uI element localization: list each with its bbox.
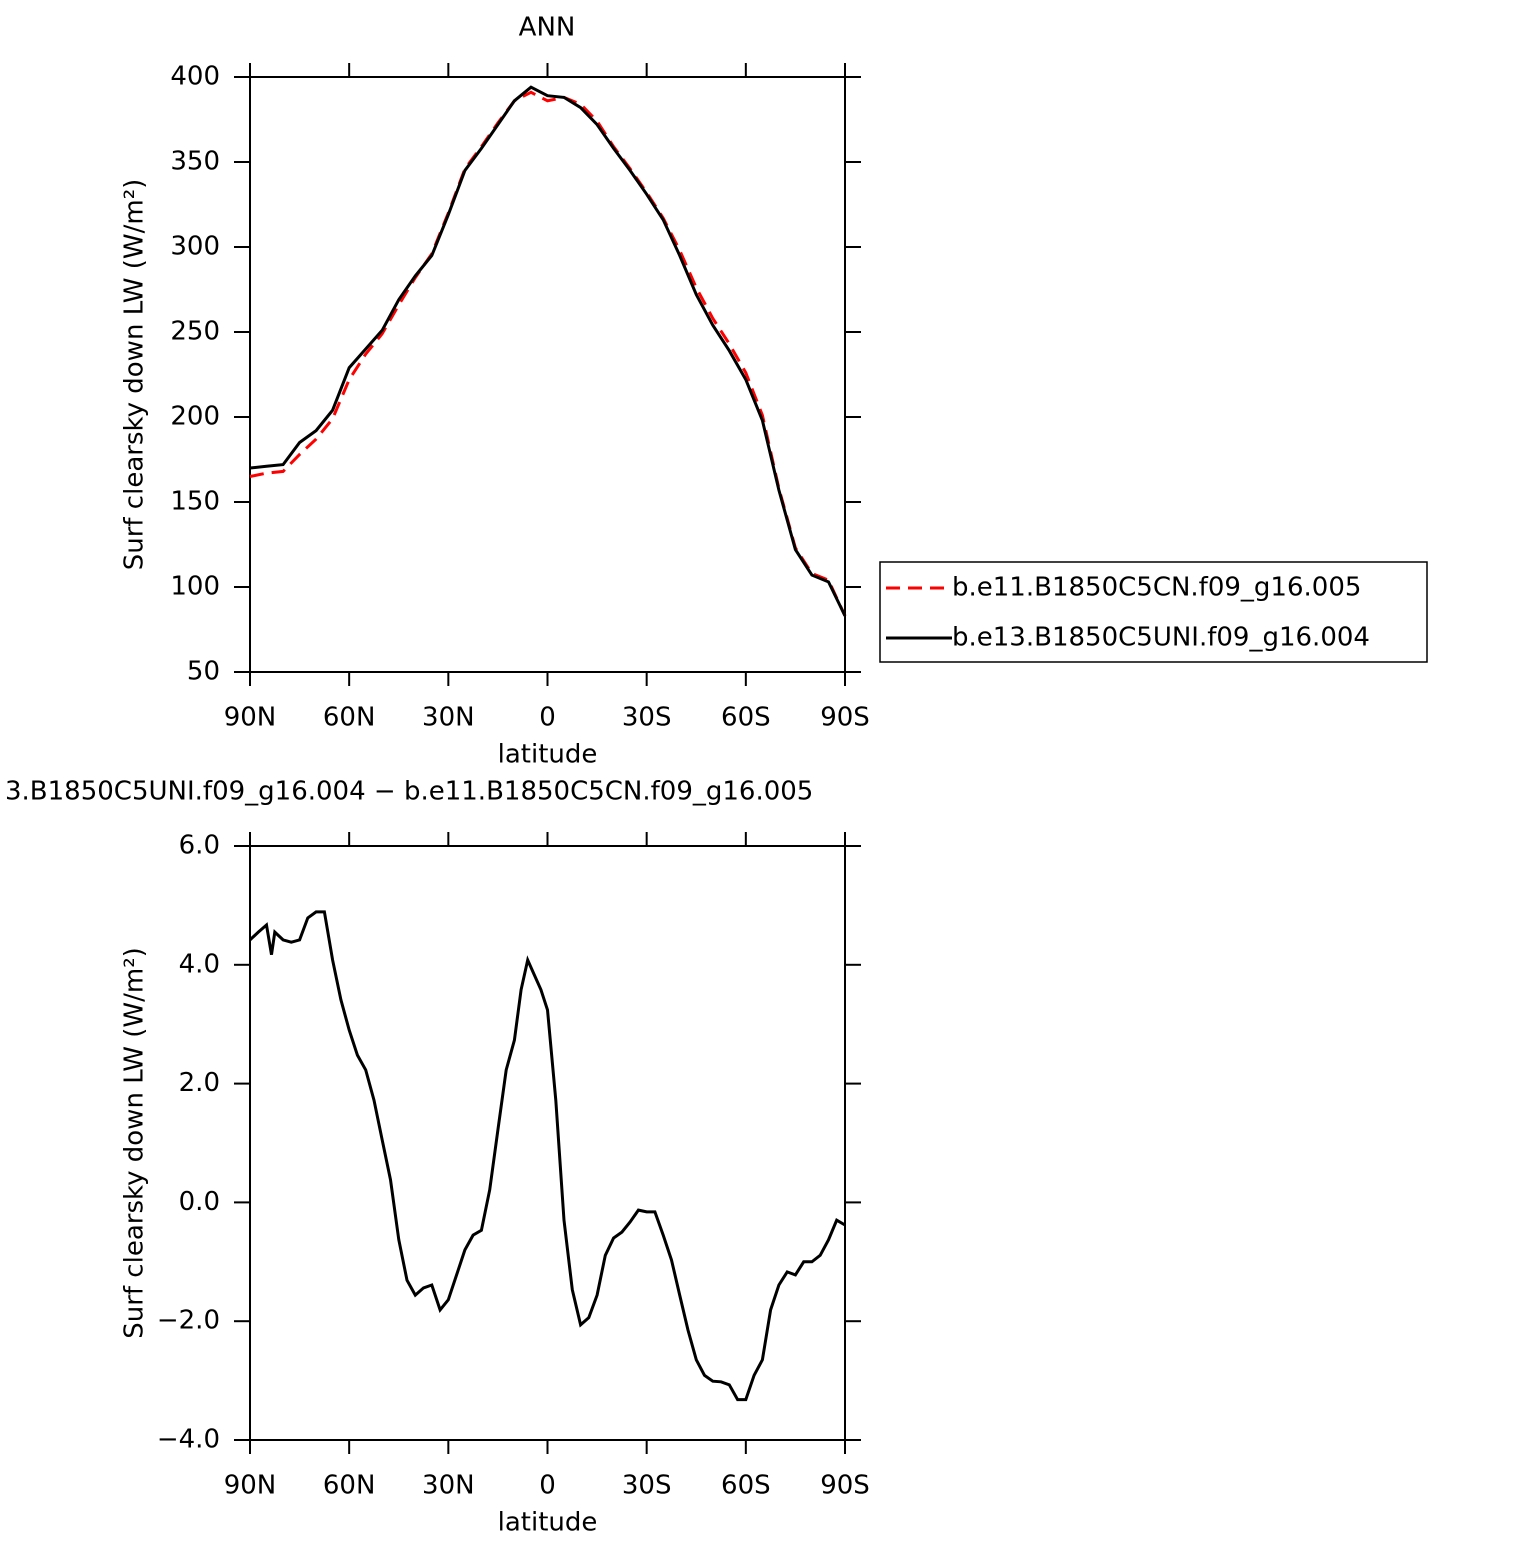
x-tick-label: 30N — [422, 703, 475, 733]
plot-frame — [249, 76, 846, 673]
chart-title: 3.B1850C5UNI.f09_g16.004 − b.e11.B1850C5… — [5, 777, 813, 807]
data-line — [249, 85, 847, 617]
x-tick-label: 90S — [820, 703, 870, 733]
y-tick-label: 2.0 — [179, 1068, 220, 1098]
x-tick-label: 30S — [622, 703, 672, 733]
y-tick-label: 400 — [170, 62, 220, 92]
y-tick-label: 350 — [170, 147, 220, 177]
x-axis-label: latitude — [498, 740, 598, 770]
x-tick-label: 60N — [323, 703, 376, 733]
x-tick-label: 0 — [539, 703, 556, 733]
y-tick-label: 250 — [170, 317, 220, 347]
x-tick-label: 60S — [721, 703, 771, 733]
legend-label: b.e11.B1850C5CN.f09_g16.005 — [952, 573, 1361, 603]
x-tick-label: 90N — [224, 1471, 277, 1501]
y-tick-label: 150 — [170, 487, 220, 517]
y-tick-label: 50 — [187, 657, 220, 687]
y-tick-label: −2.0 — [157, 1306, 220, 1336]
y-axis-label: Surf clearsky down LW (W/m²) — [120, 179, 150, 571]
y-tick-label: 4.0 — [179, 949, 220, 979]
data-line — [248, 910, 846, 1402]
plot-frame — [249, 845, 846, 1441]
y-tick-label: 300 — [170, 232, 220, 262]
data-line — [249, 90, 847, 617]
x-axis-label: latitude — [498, 1508, 598, 1538]
x-tick-label: 30N — [422, 1471, 475, 1501]
y-tick-label: −4.0 — [157, 1425, 220, 1455]
x-tick-label: 60S — [721, 1471, 771, 1501]
x-tick-label: 30S — [622, 1471, 672, 1501]
y-tick-label: 6.0 — [179, 831, 220, 861]
legend-label: b.e13.B1850C5UNI.f09_g16.004 — [952, 623, 1370, 653]
y-axis-label: Surf clearsky down LW (W/m²) — [120, 947, 150, 1339]
chart-title: ANN — [519, 13, 576, 43]
x-tick-label: 0 — [539, 1471, 556, 1501]
y-tick-label: 0.0 — [179, 1187, 220, 1217]
y-tick-label: 100 — [170, 572, 220, 602]
legend-box — [879, 561, 1428, 663]
x-tick-label: 90N — [224, 703, 277, 733]
x-tick-label: 60N — [323, 1471, 376, 1501]
x-tick-label: 90S — [820, 1471, 870, 1501]
y-tick-label: 200 — [170, 402, 220, 432]
